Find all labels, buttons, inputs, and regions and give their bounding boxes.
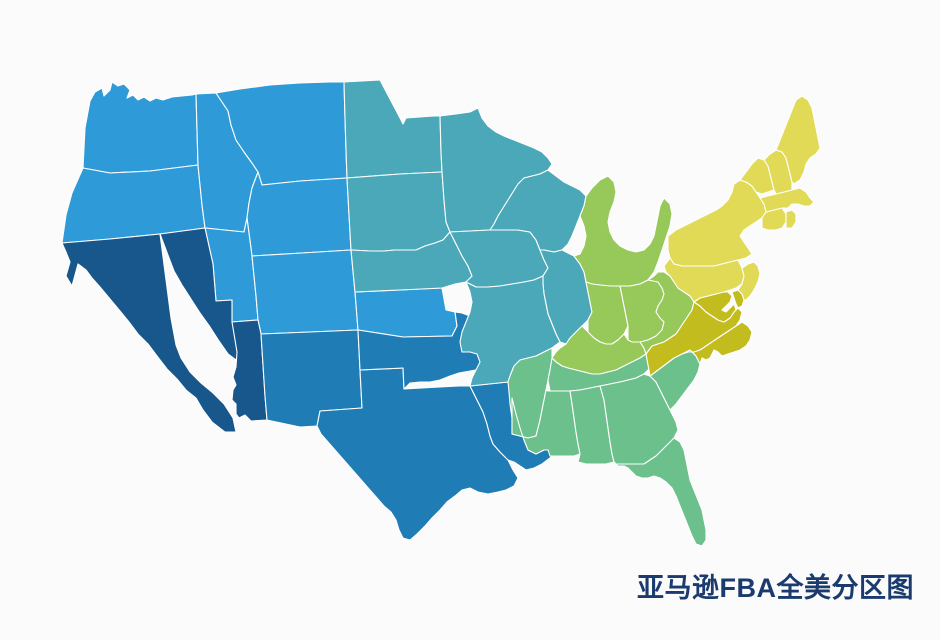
state-kansas[interactable] [355,288,457,337]
state-maine[interactable] [776,96,820,184]
state-rhode-island[interactable] [786,210,796,228]
state-new-york[interactable] [668,180,766,266]
state-wyoming[interactable] [247,172,351,256]
state-california[interactable] [62,234,236,432]
state-pennsylvania[interactable] [664,258,744,302]
state-north-dakota[interactable] [344,80,442,178]
state-michigan[interactable] [574,176,672,286]
state-colorado[interactable] [252,250,358,334]
state-florida[interactable] [614,438,706,546]
state-north-carolina[interactable] [682,322,752,364]
state-washington[interactable] [83,82,198,173]
state-south-dakota[interactable] [347,172,450,251]
page-title: 亚马逊FBA全美分区图 [637,573,914,603]
state-new-jersey[interactable] [738,262,760,300]
state-wisconsin[interactable] [490,170,586,252]
